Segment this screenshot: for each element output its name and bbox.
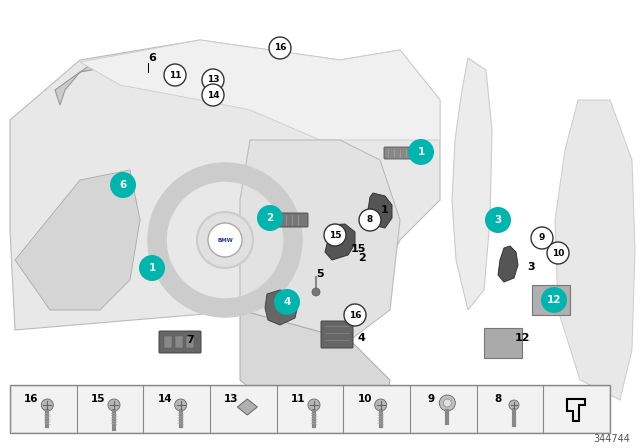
Circle shape <box>164 64 186 86</box>
Polygon shape <box>55 44 305 105</box>
Text: 2: 2 <box>358 253 365 263</box>
FancyBboxPatch shape <box>159 331 201 353</box>
Text: 6: 6 <box>148 53 156 63</box>
Text: 16: 16 <box>349 310 361 319</box>
Text: 14: 14 <box>157 394 172 404</box>
FancyBboxPatch shape <box>264 213 308 227</box>
Polygon shape <box>80 40 440 140</box>
Circle shape <box>547 242 569 264</box>
Text: 13: 13 <box>224 394 239 404</box>
FancyBboxPatch shape <box>321 321 353 348</box>
Text: 9: 9 <box>428 394 435 404</box>
FancyBboxPatch shape <box>175 336 183 348</box>
Text: 1: 1 <box>417 147 424 157</box>
Text: 3: 3 <box>494 215 502 225</box>
Polygon shape <box>325 224 355 260</box>
Circle shape <box>344 304 366 326</box>
Text: 8: 8 <box>367 215 373 224</box>
Text: 2: 2 <box>266 213 274 223</box>
Circle shape <box>269 37 291 59</box>
Circle shape <box>374 399 387 411</box>
Text: 8: 8 <box>494 394 502 404</box>
Text: 16: 16 <box>274 43 286 52</box>
Circle shape <box>359 209 381 231</box>
Circle shape <box>531 227 553 249</box>
Text: 11: 11 <box>291 394 305 404</box>
Text: 12: 12 <box>547 295 561 305</box>
Text: 9: 9 <box>539 233 545 242</box>
Circle shape <box>408 139 434 165</box>
FancyBboxPatch shape <box>186 336 194 348</box>
Text: 3: 3 <box>527 262 534 272</box>
Polygon shape <box>237 399 257 415</box>
Circle shape <box>42 399 53 411</box>
Circle shape <box>108 399 120 411</box>
Circle shape <box>541 287 567 313</box>
Polygon shape <box>265 290 298 325</box>
Text: 4: 4 <box>358 333 366 343</box>
Text: 1: 1 <box>148 263 156 273</box>
Text: 5: 5 <box>316 269 324 279</box>
Circle shape <box>308 399 320 411</box>
Text: 6: 6 <box>120 180 127 190</box>
Text: 7: 7 <box>186 335 194 345</box>
Polygon shape <box>10 40 440 330</box>
Circle shape <box>175 399 187 411</box>
FancyBboxPatch shape <box>164 336 172 348</box>
Circle shape <box>274 289 300 315</box>
Circle shape <box>139 255 165 281</box>
Circle shape <box>312 288 320 296</box>
Text: 15: 15 <box>351 244 366 254</box>
Circle shape <box>324 224 346 246</box>
FancyBboxPatch shape <box>384 147 424 159</box>
Circle shape <box>257 205 283 231</box>
Text: 15: 15 <box>329 231 341 240</box>
Text: 11: 11 <box>169 70 181 79</box>
Text: 1: 1 <box>381 205 388 215</box>
Polygon shape <box>240 140 400 340</box>
Circle shape <box>485 207 511 233</box>
Text: 16: 16 <box>24 394 38 404</box>
Circle shape <box>202 84 224 106</box>
FancyBboxPatch shape <box>532 285 570 315</box>
Text: BMW: BMW <box>217 237 233 242</box>
Circle shape <box>509 400 519 410</box>
Polygon shape <box>498 246 518 282</box>
Circle shape <box>202 69 224 91</box>
Text: 15: 15 <box>91 394 105 404</box>
Circle shape <box>208 223 242 257</box>
Text: 12: 12 <box>515 333 531 343</box>
Circle shape <box>197 212 253 268</box>
FancyBboxPatch shape <box>10 385 610 433</box>
Text: 10: 10 <box>357 394 372 404</box>
Circle shape <box>444 399 451 407</box>
Circle shape <box>439 395 455 411</box>
Polygon shape <box>555 100 635 400</box>
Circle shape <box>110 172 136 198</box>
Polygon shape <box>368 193 392 228</box>
Text: 344744: 344744 <box>593 434 630 444</box>
Text: 14: 14 <box>207 90 220 99</box>
Text: 4: 4 <box>284 297 291 307</box>
Text: 10: 10 <box>552 249 564 258</box>
Polygon shape <box>240 310 390 430</box>
Text: 13: 13 <box>207 76 220 85</box>
FancyBboxPatch shape <box>484 328 522 358</box>
Polygon shape <box>15 170 140 310</box>
Polygon shape <box>452 58 492 310</box>
